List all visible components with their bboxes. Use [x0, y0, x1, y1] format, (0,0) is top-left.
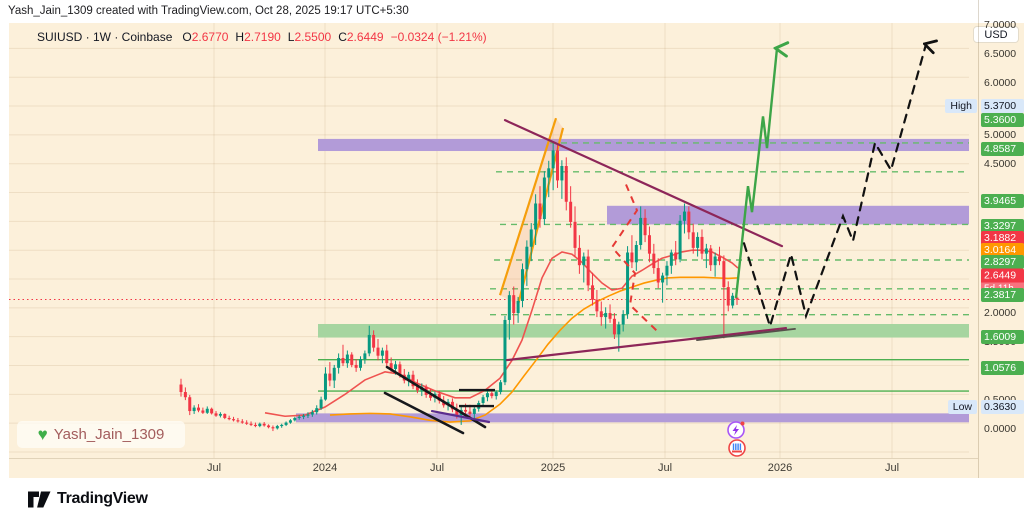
- down-channel-mid-purple: [430, 409, 491, 424]
- time-tick: Jul: [429, 462, 445, 474]
- flash-sticker[interactable]: [727, 421, 745, 439]
- price-tick: 0.0000: [984, 423, 1017, 435]
- time-tick: Jul: [657, 462, 673, 474]
- symbol-legend[interactable]: SUIUSD · 1W · Coinbase O2.6770 H2.7190 L2.5…: [37, 30, 487, 44]
- price-tick: 6.0000: [984, 77, 1017, 89]
- wedge-fill: [500, 118, 563, 305]
- time-tick: Jul: [206, 462, 222, 474]
- high-value: 5.3700: [981, 99, 1024, 113]
- change-value: −0.0324 (−1.21%): [390, 30, 487, 44]
- gauge-sticker[interactable]: [728, 439, 746, 457]
- price-level-badge: 2.8297: [981, 255, 1024, 269]
- ohlc-item: C2.6449: [338, 30, 384, 44]
- price-tick: 4.5000: [984, 158, 1017, 170]
- price-axis[interactable]: 7.00006.50006.00005.00004.50002.00001.50…: [945, 0, 1024, 478]
- ma-slow-line: [329, 276, 739, 423]
- tradingview-logo[interactable]: TradingView: [28, 490, 148, 509]
- watermark: ♥ Yash_Jain_1309: [17, 421, 185, 448]
- high-label: High: [945, 99, 977, 113]
- ascending-support: [505, 326, 788, 362]
- symbol-title[interactable]: SUIUSD · 1W · Coinbase: [37, 30, 173, 44]
- zones: [296, 138, 969, 423]
- down-channel-lower: [383, 391, 465, 435]
- price-level-badge: 3.1882: [981, 231, 1024, 245]
- watermark-username: Yash_Jain_1309: [53, 426, 165, 443]
- plot-layer: [9, 23, 969, 458]
- ohlc-item: H2.7190: [235, 30, 281, 44]
- time-tick: Jul: [884, 462, 900, 474]
- time-tick: 2026: [767, 462, 793, 474]
- attribution-text: Yash_Jain_1309 created with TradingView.…: [8, 5, 409, 17]
- red-zigzag-projection: [610, 184, 658, 332]
- currency-usd-button[interactable]: USD: [973, 26, 1019, 43]
- tradingview-logo-text: TradingView: [57, 490, 148, 507]
- resistance-zone-5.36: [318, 138, 969, 152]
- grid: [9, 23, 969, 458]
- ohlc-item: O2.6770: [182, 30, 229, 44]
- price-level-badge: 3.9465: [981, 194, 1024, 208]
- price-level-badge: 3.0164: [981, 243, 1024, 257]
- price-level-badge: 1.6009: [981, 330, 1024, 344]
- ohlc-values: O2.6770 H2.7190 L2.5500 C2.6449: [182, 30, 390, 44]
- ascending-support-dark: [696, 327, 796, 342]
- tradingview-logo-icon: [28, 491, 51, 507]
- descending-resistance: [503, 119, 784, 248]
- price-tick: 7.0000: [984, 19, 1017, 31]
- candles: [179, 142, 739, 432]
- price-level-badge: 5.3600: [981, 113, 1024, 127]
- low-label: Low: [947, 400, 977, 414]
- low-value: 0.3630: [981, 400, 1024, 414]
- support-zone-0.6: [296, 413, 969, 423]
- time-axis[interactable]: Jul 2024 Jul 2025 Jul 2026 Jul: [9, 458, 978, 478]
- heart-icon: ♥: [37, 424, 48, 444]
- price-level-badge: 3.3297: [981, 219, 1024, 233]
- price-tick: 5.0000: [984, 129, 1017, 141]
- black-dashed-projection: [742, 44, 926, 331]
- time-tick: 2024: [312, 462, 338, 474]
- green-projection-arrow: [734, 48, 777, 299]
- support-zone-2.0: [318, 323, 969, 338]
- chart-area[interactable]: SUIUSD · 1W · Coinbase O2.6770 H2.7190 L2.5…: [9, 0, 1024, 478]
- resistance-zone-3.95: [607, 205, 969, 225]
- footer: TradingView: [28, 487, 148, 511]
- price-level-badge: 4.8587: [981, 142, 1024, 156]
- wedge-line-a: [498, 117, 558, 296]
- price-tick: 6.5000: [984, 48, 1017, 60]
- time-tick: 2025: [540, 462, 566, 474]
- price-level-badge: 1.0576: [981, 361, 1024, 375]
- ohlc-item: L2.5500: [287, 30, 332, 44]
- price-tick: 2.0000: [984, 307, 1017, 319]
- price-level-badge: 2.3817: [981, 288, 1024, 302]
